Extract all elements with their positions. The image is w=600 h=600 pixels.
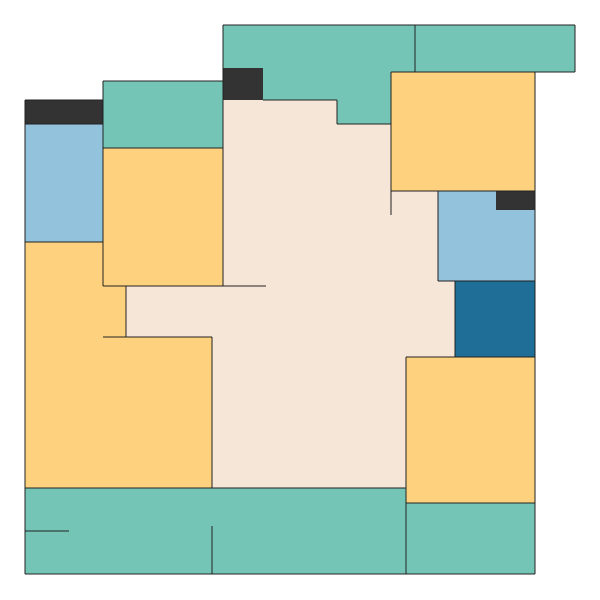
lower-left-bedroom [25,242,212,488]
upper-left-bathroom [103,81,223,148]
upper-right-bedroom [391,72,535,191]
lower-right-bedroom [406,357,535,503]
right-storage [496,191,535,210]
right-balcony [455,281,535,357]
left-kitchen [25,124,103,242]
top-bathroom-left [223,25,415,124]
circulation-area [126,100,455,488]
center-storage [223,68,263,100]
left-storage [25,100,103,124]
upper-left-bedroom [103,148,223,286]
walls [24,24,576,575]
bottom-right-bathroom [406,503,535,574]
top-bathroom-right [415,25,575,72]
bottom-center-bathroom [212,488,406,574]
